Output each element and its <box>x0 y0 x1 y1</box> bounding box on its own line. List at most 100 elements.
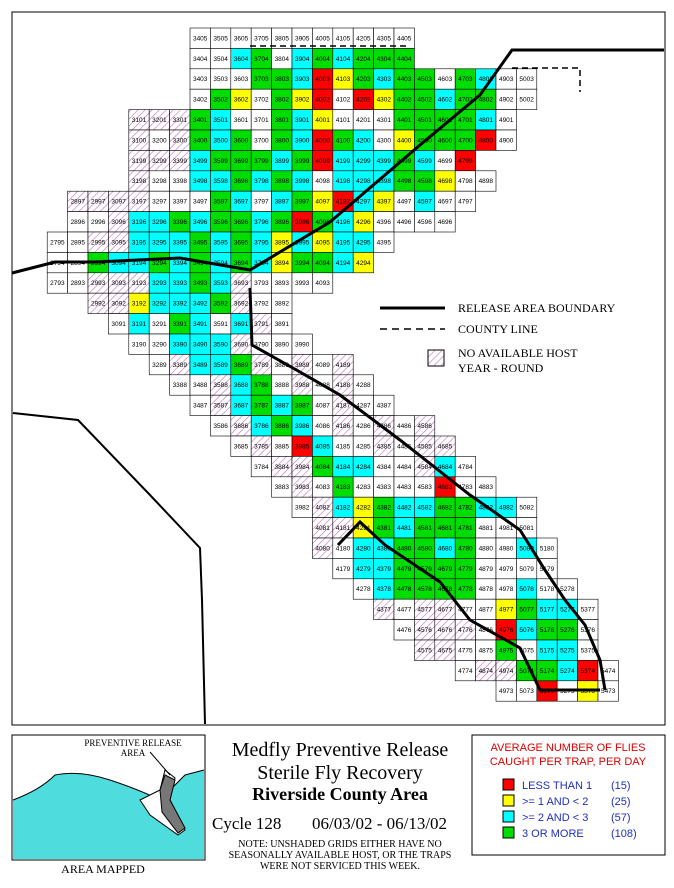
cell-label: 3901 <box>295 117 310 124</box>
cell-label: 3401 <box>193 117 208 124</box>
cell-label: 3505 <box>213 35 228 42</box>
cell-label: 4484 <box>397 464 412 471</box>
cell-label: 4701 <box>458 117 473 124</box>
inset-caption: AREA MAPPED <box>61 862 145 876</box>
cell-label: 5377 <box>581 607 596 614</box>
cell-label: 3390 <box>173 341 188 348</box>
cell-label: 3985 <box>295 443 310 450</box>
subtitle: Sterile Fly Recovery <box>257 762 423 784</box>
cell-label: 4582 <box>417 505 432 512</box>
cell-label: 4380 <box>377 545 392 552</box>
cell-label: 3984 <box>295 464 310 471</box>
cell-label: 5173 <box>540 688 555 695</box>
cell-label: 4089 <box>315 362 330 369</box>
cell-label: 4975 <box>499 647 514 654</box>
cell-label: 5073 <box>519 688 534 695</box>
cell-label: 4403 <box>397 76 412 83</box>
grid-cell <box>312 272 334 294</box>
cell-label: 4781 <box>458 525 473 532</box>
cell-label: 4381 <box>377 525 392 532</box>
cell-label: 3894 <box>275 260 290 267</box>
cell-label: 3701 <box>254 117 269 124</box>
cell-label: 4502 <box>417 97 432 104</box>
cell-label: 4683 <box>438 484 453 491</box>
cell-label: 3791 <box>254 321 269 328</box>
legend-count: (57) <box>611 812 631 824</box>
cell-label: 4283 <box>356 484 371 491</box>
cell-label: 3501 <box>213 117 228 124</box>
legend: LESS THAN 1 (15) >= 1 AND < 2 (25) >= 2 AND … <box>502 778 637 840</box>
cell-label: 3893 <box>275 280 290 287</box>
grid-cell <box>434 211 456 233</box>
cell-label: 3589 <box>213 362 228 369</box>
cell-label: 5278 <box>560 586 575 593</box>
cell-label: 5077 <box>519 607 534 614</box>
legend-title: AVERAGE NUMBER OF FLIES <box>490 742 645 754</box>
cell-label: 5078 <box>519 586 534 593</box>
cell-label: 3689 <box>234 362 249 369</box>
cell-label: 4181 <box>336 525 351 532</box>
cell-label: 3389 <box>173 362 188 369</box>
cell-label: 5079 <box>519 566 534 573</box>
cell-label: 3902 <box>295 97 310 104</box>
cell-label: 3602 <box>234 97 249 104</box>
cell-label: 4302 <box>377 97 392 104</box>
cell-label: 4877 <box>479 607 494 614</box>
cell-label: 3404 <box>193 56 208 63</box>
cell-label: 4879 <box>479 566 494 573</box>
cell-label: 5176 <box>540 627 555 634</box>
cell-label: 4603 <box>438 76 453 83</box>
cell-label: 4401 <box>397 117 412 124</box>
cell-label: 4498 <box>397 178 412 185</box>
cell-label: 3592 <box>213 301 228 308</box>
cell-label: 5474 <box>601 668 616 675</box>
cell-label: 4287 <box>356 403 371 410</box>
cell-label: 4003 <box>315 76 330 83</box>
cell-label: 3092 <box>111 301 126 308</box>
cell-label: 4303 <box>377 76 392 83</box>
cell-label: 2997 <box>91 199 106 206</box>
cell-label: 3196 <box>132 219 147 226</box>
cell-label: 4977 <box>499 607 514 614</box>
cell-label: 4580 <box>417 545 432 552</box>
cell-label: 4677 <box>438 607 453 614</box>
cell-label: 3982 <box>295 505 310 512</box>
cell-label: 3596 <box>213 219 228 226</box>
inset-label: AREA <box>121 748 146 758</box>
grid: 3405 3505 3605 3705 3805 3905 4005 4105 4205 4305… <box>46 27 619 702</box>
cell-label: 3494 <box>193 260 208 267</box>
grid-cell <box>454 190 476 212</box>
cell-label: 3688 <box>234 382 249 389</box>
cell-label: 3793 <box>254 280 269 287</box>
cell-label: 3586 <box>213 423 228 430</box>
cell-label: 4099 <box>315 158 330 165</box>
cell-label: 3897 <box>275 199 290 206</box>
cell-label: 3400 <box>193 137 208 144</box>
area: Riverside County Area <box>252 784 428 804</box>
cell-label: 5274 <box>560 668 575 675</box>
cell-label: 5178 <box>540 586 555 593</box>
cell-label: 3802 <box>275 97 290 104</box>
cell-label: 4095 <box>315 239 330 246</box>
cell-label: 3989 <box>295 362 310 369</box>
cell-label: 3789 <box>254 362 269 369</box>
key-label: RELEASE AREA BOUNDARY <box>458 301 616 315</box>
cell-label: 3795 <box>254 239 269 246</box>
cell-label: 4675 <box>438 647 453 654</box>
cell-label: 3399 <box>173 158 188 165</box>
cell-label: 3886 <box>275 423 290 430</box>
cell-label: 3593 <box>213 280 228 287</box>
cell-label: 3693 <box>234 280 249 287</box>
cell-label: 3996 <box>295 219 310 226</box>
cell-label: 4087 <box>315 403 330 410</box>
cell-label: 4384 <box>377 464 392 471</box>
cell-label: 3696 <box>234 219 249 226</box>
cell-label: 3297 <box>152 199 167 206</box>
cell-label: 4000 <box>315 137 330 144</box>
cell-label: 4481 <box>397 525 412 532</box>
grid-cell <box>373 231 395 253</box>
cell-label: 4803 <box>479 76 494 83</box>
cell-label: 4980 <box>499 545 514 552</box>
cell-label: 3493 <box>193 280 208 287</box>
cell-label: 4301 <box>377 117 392 124</box>
